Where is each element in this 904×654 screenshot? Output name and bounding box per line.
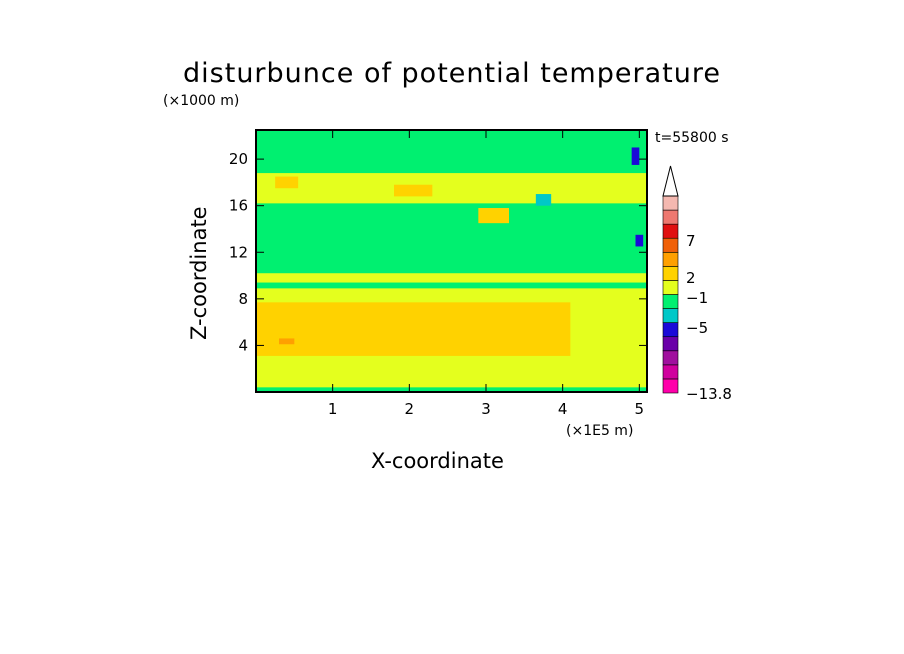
colorbar-swatch [662,266,679,281]
colorbar-swatch [662,237,679,253]
colorbar-swatch [662,209,679,225]
contour-region [256,130,647,174]
colorbar-swatch [662,251,679,267]
y-tick-label: 8 [238,290,248,308]
colorbar-swatch [662,294,679,309]
contour-region [631,147,640,165]
x-axis-ticks: 1 2 3 4 5 [328,130,644,418]
contour-region [478,208,509,224]
x-tick-label: 3 [481,400,491,418]
y-tick-label: 12 [229,243,248,261]
y-tick-label: 4 [238,336,248,354]
plot-frame [255,129,648,393]
time-label: t=55800 s [655,130,729,146]
contour-region [275,176,299,189]
contour-region [394,184,433,197]
colorbar: 7 2 −1 −5 −13.8 [662,165,732,403]
colorbar-label: 2 [686,269,696,287]
colorbar-swatch [662,322,679,338]
colorbar-label: 7 [686,232,696,250]
x-tick-label: 1 [328,400,338,418]
colorbar-extend-arrow [662,165,679,197]
y-axis-ticks: 4 8 12 16 20 [229,150,647,354]
colorbar-label: −1 [686,289,708,307]
x-tick-label: 4 [558,400,568,418]
colorbar-swatch [662,195,679,211]
contour-region [535,194,552,206]
colorbar-label: −13.8 [686,385,732,403]
x-axis-label: X-coordinate [371,449,504,473]
x-tick-label: 2 [405,400,415,418]
x-tick-label: 5 [635,400,645,418]
colorbar-swatch [662,364,679,380]
contour-region [256,302,571,356]
contour-region [279,338,295,345]
contour-region [256,203,647,274]
y-tick-label: 16 [229,197,248,215]
x-axis-unit: (×1E5 m) [566,423,634,439]
contour-region [635,234,644,247]
y-axis-unit: (×1000 m) [163,93,240,109]
contour-regions [256,130,647,392]
colorbar-swatch [662,336,679,352]
colorbar-swatch [662,378,679,394]
colorbar-swatch [662,308,679,323]
colorbar-swatch [662,350,679,366]
chart-title: disturbunce of potential temperature [183,58,721,89]
colorbar-swatch [662,223,679,239]
colorbar-swatch [662,280,679,295]
colorbar-label: −5 [686,319,708,337]
y-tick-label: 20 [229,150,248,168]
contour-region [256,282,647,289]
contour-region [256,387,647,392]
